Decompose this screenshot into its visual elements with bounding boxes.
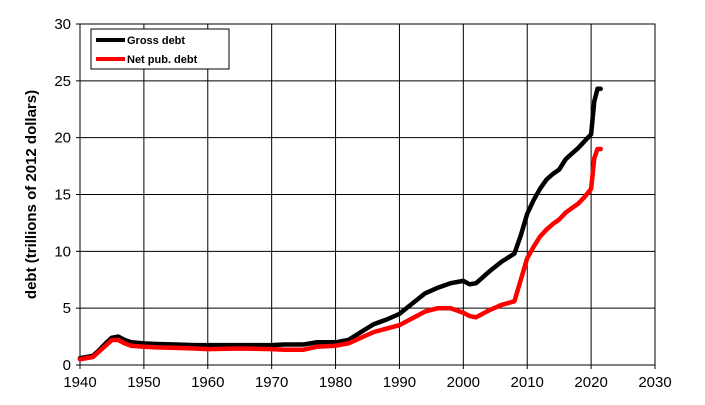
x-tick-label: 1960 [191, 374, 224, 391]
axis-ticks: 1940 1950 1960 1970 1980 1990 2000 2010 2020 2030… [54, 16, 671, 391]
y-tick-label: 0 [63, 357, 71, 374]
x-tick-label: 1950 [127, 374, 160, 391]
legend: Gross debt Net pub. debt [90, 28, 230, 70]
series-line-net-pub-debt [77, 146, 603, 362]
x-tick-label: 2000 [447, 374, 480, 391]
x-tick-label: 2020 [574, 374, 607, 391]
x-tick-label: 2030 [638, 374, 671, 391]
x-tick-label: 2010 [511, 374, 544, 391]
legend-box [90, 28, 230, 70]
x-tick-label: 1980 [319, 374, 352, 391]
legend-entry: Gross debt [127, 35, 185, 47]
grid [79, 23, 656, 366]
y-tick-label: 30 [54, 16, 71, 33]
y-tick-label: 25 [54, 73, 71, 90]
x-tick-label: 1990 [383, 374, 416, 391]
series-lines [77, 86, 603, 362]
legend-entry: Net pub. debt [127, 54, 198, 66]
series-line-gross-debt [77, 86, 603, 361]
y-tick-label: 15 [54, 187, 71, 204]
y-tick-label: 5 [63, 300, 71, 317]
y-tick-label: 20 [54, 130, 71, 147]
x-tick-label: 1970 [255, 374, 288, 391]
x-tick-label: 1940 [63, 374, 96, 391]
y-axis-label: debt (trillions of 2012 dollars) [23, 90, 40, 299]
y-tick-label: 10 [54, 243, 71, 260]
